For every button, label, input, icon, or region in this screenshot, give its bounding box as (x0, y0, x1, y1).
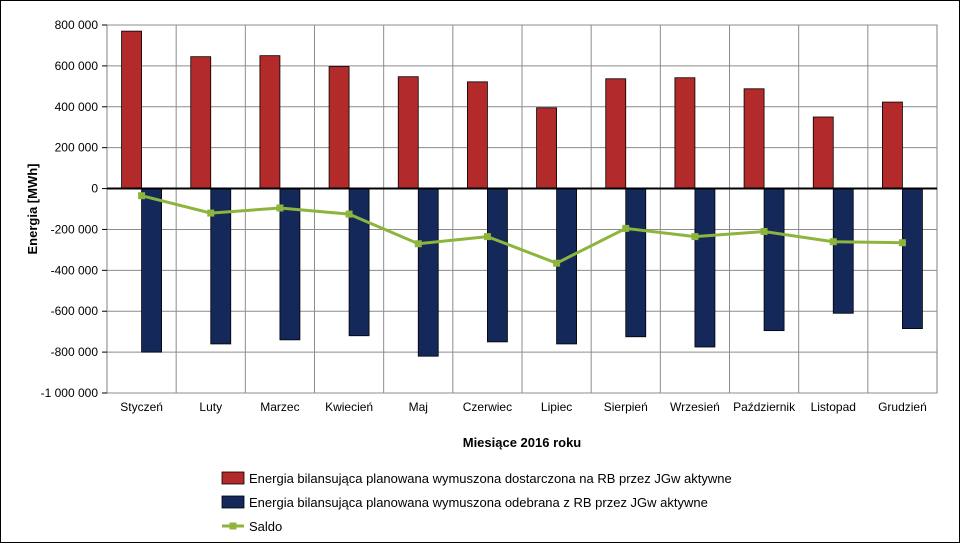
bar-received (763, 188, 785, 332)
x-tick-label: Maj (409, 400, 428, 414)
bar-delivered (121, 30, 142, 189)
y-tick-label: -200 000 (51, 222, 99, 236)
x-tick-label: Marzec (260, 400, 299, 414)
saldo-marker (207, 209, 215, 217)
x-tick-label: Październik (733, 400, 796, 414)
x-tick-label: Czerwiec (463, 400, 512, 414)
bar-delivered (812, 116, 834, 189)
x-tick-label: Kwiecień (325, 400, 373, 414)
x-tick-label: Luty (199, 400, 222, 414)
bar-delivered (536, 107, 557, 189)
x-tick-label: Listopad (811, 400, 856, 414)
legend-label: Energia bilansująca planowana wymuszona … (249, 471, 732, 486)
bar-received (417, 188, 439, 357)
x-axis-ticks: Styczeń Luty Marzec Kwiecień Maj Czerwiec Lipi… (120, 400, 927, 414)
saldo-marker (483, 233, 491, 241)
x-axis-title: Miesiące 2016 roku (463, 435, 582, 450)
saldo-marker (829, 238, 837, 246)
bar-delivered (743, 88, 765, 189)
saldo-line (141, 194, 903, 265)
legend-swatch (221, 471, 245, 485)
bar-delivered (259, 55, 281, 189)
saldo-marker (553, 259, 561, 267)
legend-swatch (221, 495, 245, 509)
x-tick-label: Styczeń (120, 400, 163, 414)
bar-received (694, 188, 716, 348)
bar-delivered (605, 78, 627, 189)
x-tick-label: Wrzesień (670, 400, 720, 414)
saldo-marker (691, 233, 699, 241)
y-axis-title: Energia [MWh] (25, 164, 40, 255)
y-tick-label: -800 000 (51, 345, 99, 359)
y-tick-label: 800 000 (55, 18, 99, 32)
bar-delivered (467, 81, 488, 189)
grid-lines (107, 24, 937, 394)
saldo-marker (898, 239, 906, 247)
x-tick-label: Lipiec (541, 400, 572, 414)
y-tick-label: -600 000 (51, 304, 99, 318)
y-tick-label: -400 000 (51, 263, 99, 277)
y-tick-label: 200 000 (55, 141, 99, 155)
legend-label: Saldo (249, 519, 282, 534)
y-axis-ticks: 800 000 600 000 400 000 200 000 0 -200 000 -40… (41, 18, 107, 400)
saldo-marker (276, 204, 284, 212)
x-tick-label: Grudzień (878, 400, 927, 414)
legend-label: Energia bilansująca planowana wymuszona … (249, 495, 708, 510)
y-tick-label: 0 (91, 182, 98, 196)
saldo-marker (760, 227, 768, 235)
saldo-marker (622, 224, 630, 232)
saldo-marker (345, 210, 353, 218)
y-tick-label: -1 000 000 (41, 386, 99, 400)
bar-received (902, 188, 923, 330)
bar-delivered (674, 77, 696, 189)
bar-received (487, 188, 508, 343)
saldo-marker (138, 192, 146, 200)
bar-delivered (882, 101, 903, 189)
y-tick-label: 600 000 (55, 59, 99, 73)
legend-swatch-marker (229, 522, 237, 530)
bar-received (625, 188, 647, 338)
bar-delivered (190, 56, 212, 189)
y-tick-label: 400 000 (55, 100, 99, 114)
x-tick-label: Sierpień (604, 400, 648, 414)
saldo-marker (414, 240, 422, 248)
bar-received (832, 188, 854, 314)
bars (121, 30, 923, 357)
legend: Energia bilansująca planowana wymuszona … (221, 471, 732, 534)
saldo-series (138, 192, 906, 267)
bar-received (141, 188, 162, 353)
bar-delivered (397, 76, 419, 189)
bar-delivered (328, 66, 350, 189)
